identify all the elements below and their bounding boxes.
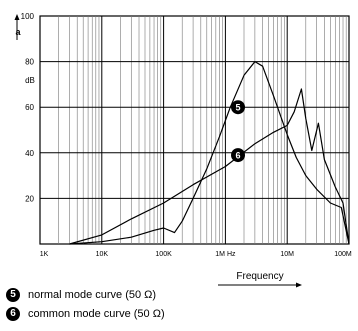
series-label-text: 6 xyxy=(236,151,241,161)
y-tick-label: 20 xyxy=(25,194,34,203)
x-tick-label: 100K xyxy=(155,251,172,258)
plot-frame xyxy=(39,15,350,245)
y-tick-label: 60 xyxy=(25,103,34,112)
x-axis-arrowhead xyxy=(296,282,302,288)
y-tick-label: 40 xyxy=(25,149,34,158)
y-tick-label: 100 xyxy=(21,12,35,21)
x-tick-label: 10M xyxy=(280,251,294,258)
x-tick-label: 100M xyxy=(334,251,352,258)
series-label-marker xyxy=(231,100,246,115)
series-label-marker xyxy=(231,148,246,163)
legend-label: common mode curve (50 Ω) xyxy=(28,308,165,320)
y-tick-label: 80 xyxy=(25,58,34,67)
x-tick-label: 1K xyxy=(40,251,49,258)
grid-layer xyxy=(39,15,350,245)
y-axis-label: a xyxy=(15,27,21,37)
y-axis-unit: dB xyxy=(25,76,35,85)
series-marker-icon: 6 xyxy=(6,307,20,321)
legend-label: normal mode curve (50 Ω) xyxy=(28,289,157,301)
series-layer: 56 xyxy=(69,61,350,245)
axis-layer: a dB Frequency 20 40 60 80 100 1K 10K 100K 1M Hz… xyxy=(14,12,352,288)
y-axis-arrowhead xyxy=(14,14,20,20)
series-label-text: 5 xyxy=(236,103,241,113)
legend-item-normal-mode: 5 normal mode curve (50 Ω) xyxy=(6,288,156,302)
x-tick-label: 1M Hz xyxy=(215,251,236,258)
legend-item-common-mode: 6 common mode curve (50 Ω) xyxy=(6,307,165,321)
x-axis-label: Frequency xyxy=(236,271,283,282)
x-tick-label: 10K xyxy=(96,251,109,258)
series-line-normal-mode xyxy=(69,61,350,245)
series-marker-icon: 5 xyxy=(6,288,20,302)
series-line-common-mode xyxy=(69,88,350,245)
